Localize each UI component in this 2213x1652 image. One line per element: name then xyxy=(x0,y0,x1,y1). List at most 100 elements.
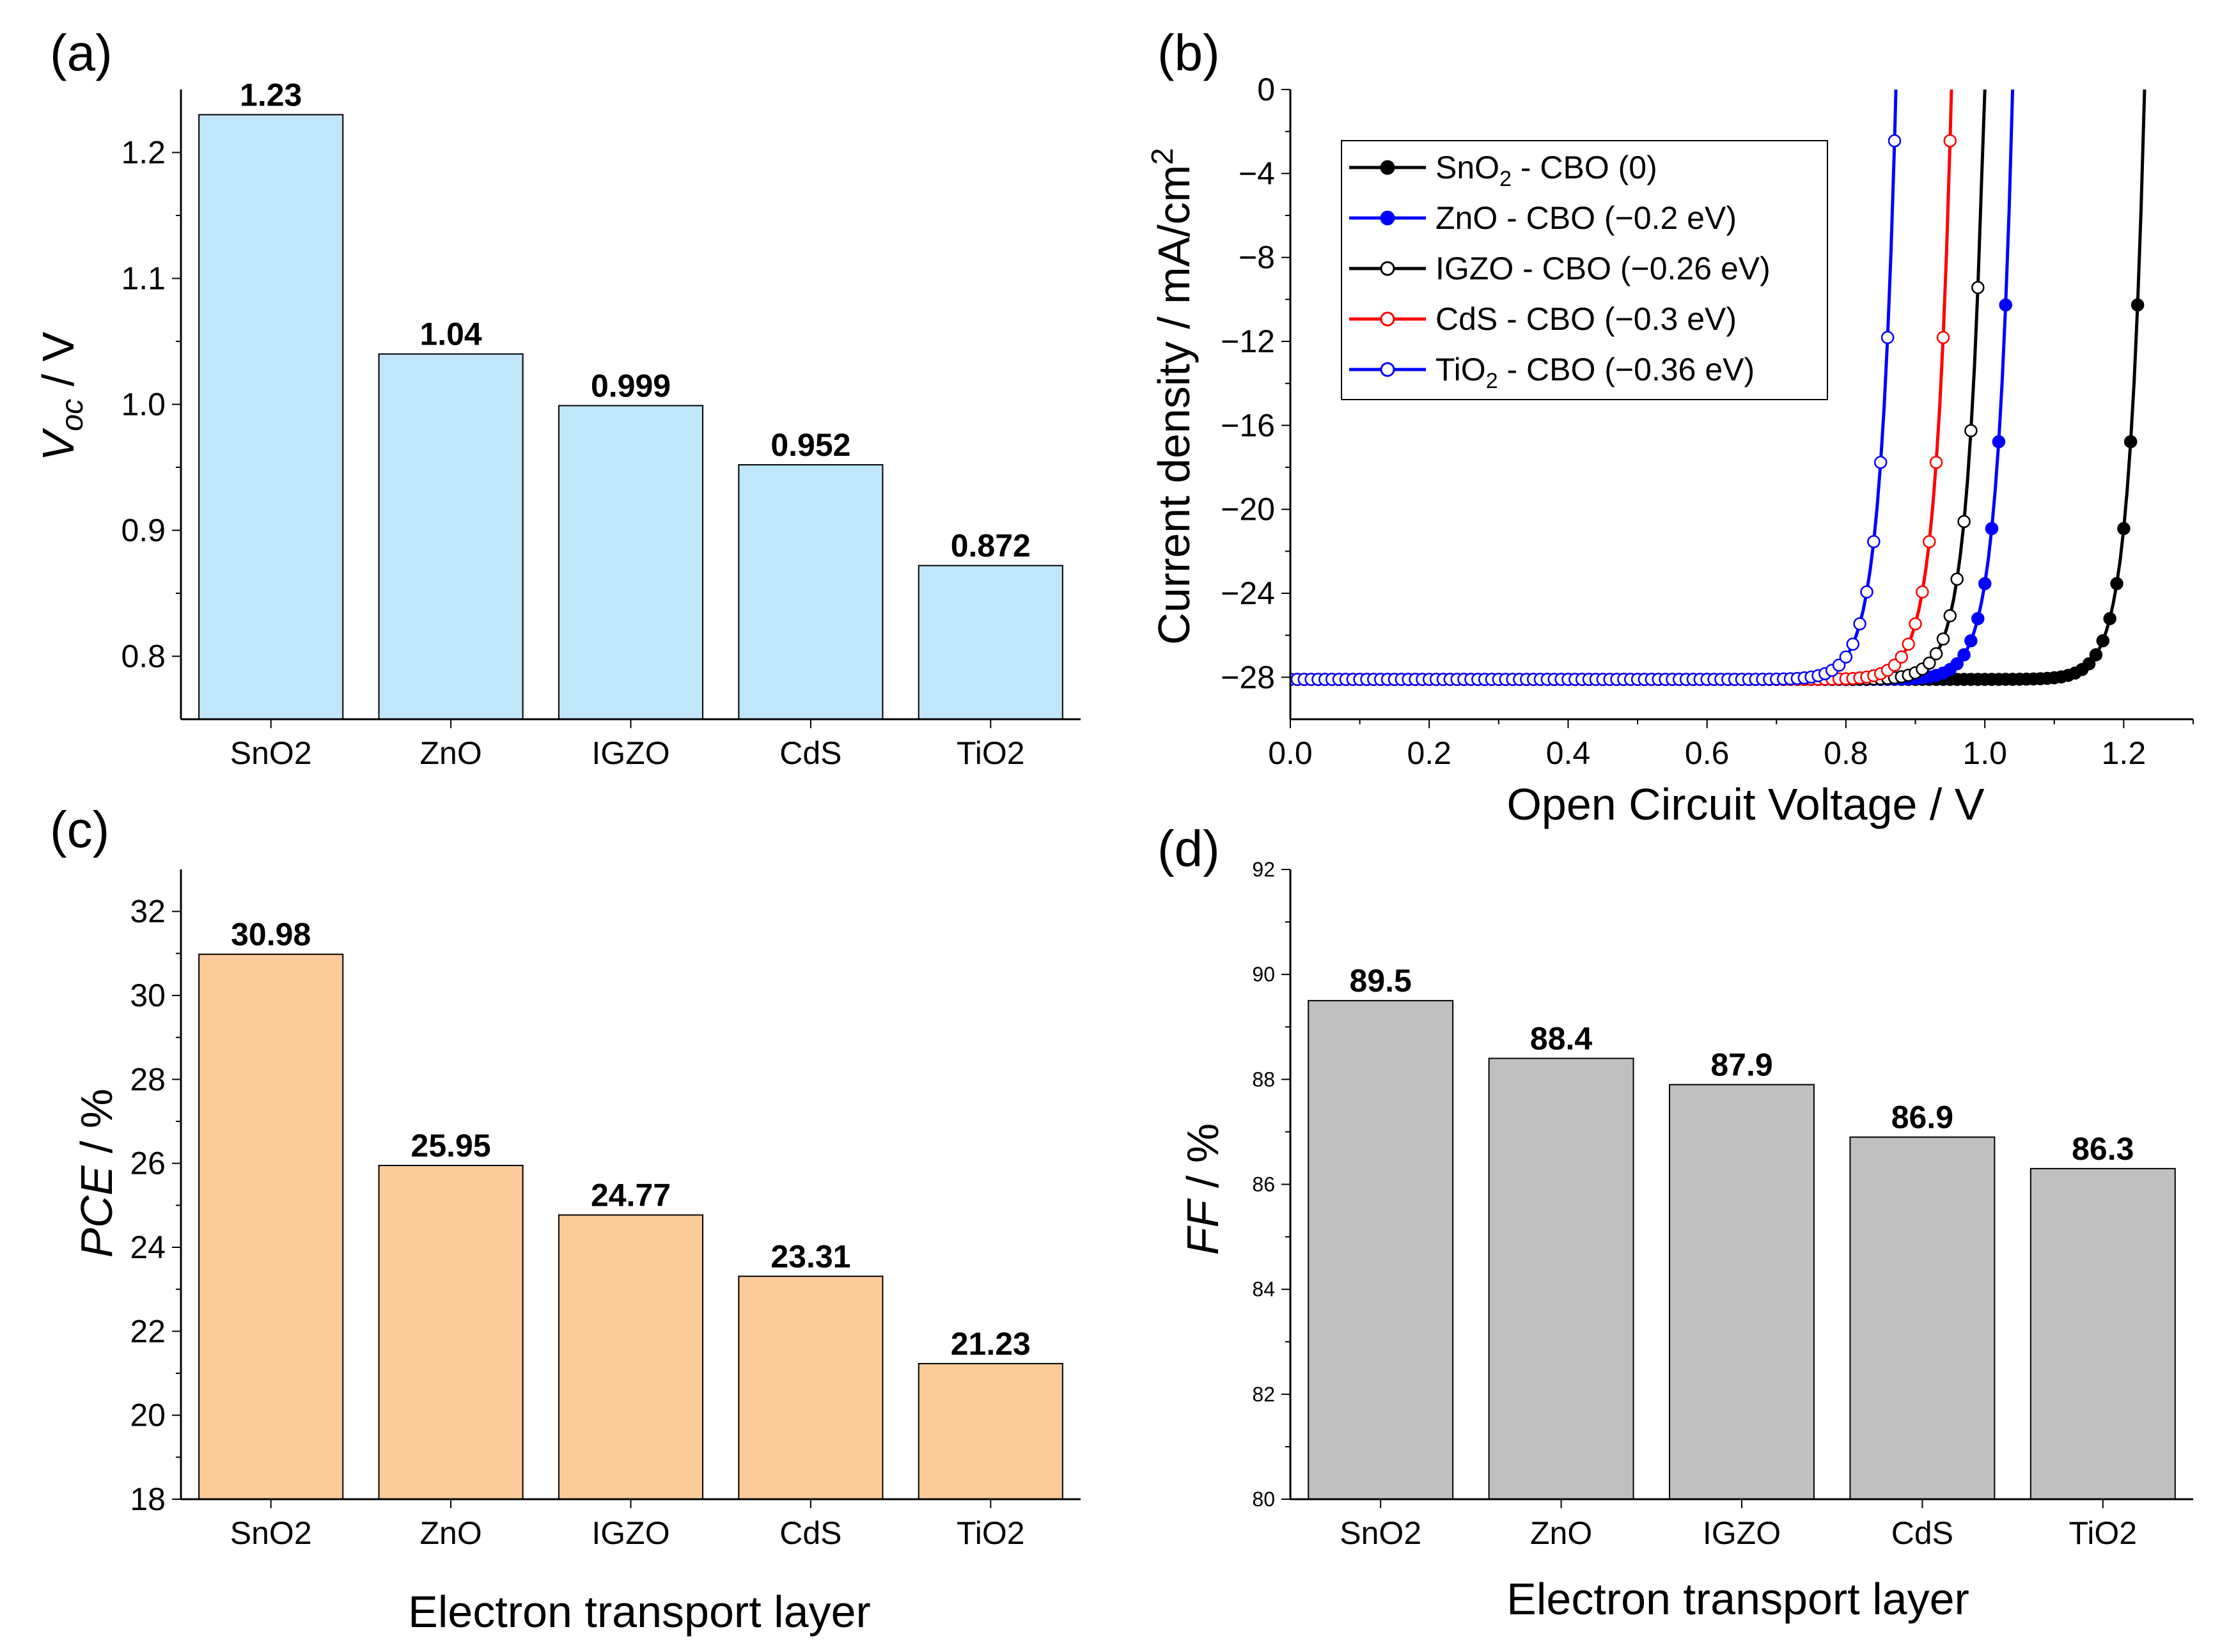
jv-marker xyxy=(1936,331,1950,345)
d-bar-sno2 xyxy=(1308,1000,1454,1500)
a-y-tick-label: 0.9 xyxy=(121,513,166,549)
a-y-tick-label: 1.1 xyxy=(121,261,166,297)
jv-marker xyxy=(1860,585,1873,599)
b-x-tick-label: 1.2 xyxy=(2102,735,2147,771)
jv-marker xyxy=(1971,612,1985,625)
legend-swatch-marker xyxy=(1380,261,1395,276)
b-y-tick-label: −24 xyxy=(1221,575,1275,611)
a-x-tick-label: TiO2 xyxy=(957,735,1025,771)
jv-marker xyxy=(1929,455,1943,469)
d-y-tick-label: 86 xyxy=(1252,1173,1275,1196)
jv-marker xyxy=(1999,298,2012,312)
c-bar-zno xyxy=(378,1164,524,1500)
jv-marker xyxy=(2082,657,2096,671)
jv-marker xyxy=(1957,515,1971,528)
b-y-tick-label: −12 xyxy=(1221,323,1275,359)
panel-a-ylabel: Voc / V xyxy=(33,331,90,461)
a-bar-zno xyxy=(378,353,524,720)
panel-b-ylabel: Current density / mA/cm2 xyxy=(1146,148,1199,644)
legend-swatch-marker xyxy=(1380,210,1395,226)
d-value-label: 89.5 xyxy=(1350,963,1412,999)
a-y-tick-label: 0.8 xyxy=(121,639,166,674)
d-y-tick-label: 92 xyxy=(1252,858,1275,881)
jv-marker xyxy=(1923,656,1936,670)
d-bar-tio2 xyxy=(2029,1167,2176,1500)
b-x-tick-label: 0.0 xyxy=(1268,735,1313,771)
jv-marker xyxy=(1964,424,1978,437)
b-x-tick-label: 0.2 xyxy=(1407,735,1451,771)
panel-a-voc-bar-chart: (a) Voc / V 1.23 1.04 0.999 0.952 0.872 SnO2… xyxy=(33,24,1081,771)
jv-marker xyxy=(1950,572,1964,586)
jv-marker xyxy=(2110,577,2123,591)
jv-marker xyxy=(1964,634,1978,648)
jv-marker xyxy=(1943,134,1957,148)
jv-marker xyxy=(1867,534,1881,549)
legend-label: TiO2 - CBO (−0.36 eV) xyxy=(1435,352,1755,393)
d-y-tick-label: 82 xyxy=(1252,1383,1275,1406)
a-bar-sno2 xyxy=(198,114,344,720)
a-value-label: 0.952 xyxy=(770,427,850,463)
c-y-tick-label: 28 xyxy=(130,1061,166,1097)
panel-d-ff-bar-chart: (d) FF / % Electron transport layer 89.5… xyxy=(1157,820,2193,1624)
jv-marker xyxy=(1971,281,1985,295)
legend-swatch-marker xyxy=(1380,160,1395,175)
c-y-tick-label: 20 xyxy=(130,1398,166,1433)
c-bar-sno2 xyxy=(198,953,344,1500)
d-value-label: 86.3 xyxy=(2072,1131,2134,1167)
a-bar-cds xyxy=(738,464,884,720)
d-x-tick-label: SnO2 xyxy=(1340,1515,1421,1551)
jv-marker xyxy=(1895,650,1909,664)
d-y-tick-label: 84 xyxy=(1252,1278,1275,1301)
d-value-label: 86.9 xyxy=(1891,1100,1953,1135)
panel-c-ylabel: PCE / % xyxy=(72,1089,121,1258)
b-x-tick-label: 0.8 xyxy=(1824,735,1868,771)
d-bar-cds xyxy=(1849,1136,1996,1500)
d-x-tick-label: ZnO xyxy=(1530,1515,1592,1551)
panel-b-label: (b) xyxy=(1157,24,1220,81)
c-x-tick-label: TiO2 xyxy=(957,1515,1025,1551)
c-value-label: 21.23 xyxy=(951,1326,1031,1362)
legend-label: IGZO - CBO (−0.26 eV) xyxy=(1435,251,1771,286)
a-value-label: 1.04 xyxy=(419,316,482,352)
a-bar-igzo xyxy=(558,405,704,720)
c-value-label: 23.31 xyxy=(770,1238,850,1274)
c-y-tick-label: 18 xyxy=(130,1481,166,1517)
a-x-tick-label: SnO2 xyxy=(230,735,312,771)
panel-d-xlabel: Electron transport layer xyxy=(1506,1574,1969,1624)
jv-marker xyxy=(1853,617,1866,631)
jv-marker xyxy=(1888,658,1902,672)
jv-marker xyxy=(1873,455,1888,469)
c-value-label: 30.98 xyxy=(231,917,311,953)
jv-series-4 xyxy=(1290,90,1902,686)
jv-marker xyxy=(1902,637,1915,651)
c-x-tick-label: SnO2 xyxy=(230,1515,312,1551)
jv-marker xyxy=(1916,585,1929,599)
jv-marker xyxy=(1881,331,1895,345)
c-value-label: 24.77 xyxy=(591,1177,671,1213)
d-x-tick-label: IGZO xyxy=(1703,1515,1781,1551)
b-y-tick-label: −8 xyxy=(1239,240,1275,276)
panel-b-legend: SnO2 - CBO (0) ZnO - CBO (−0.2 eV) IGZO - … xyxy=(1341,140,1828,400)
d-bar-igzo xyxy=(1669,1084,1815,1500)
jv-marker xyxy=(1985,522,1999,535)
panel-d-label: (d) xyxy=(1157,820,1220,877)
c-x-tick-label: IGZO xyxy=(591,1515,669,1551)
jv-marker xyxy=(2131,298,2145,312)
c-bar-igzo xyxy=(558,1214,704,1500)
a-value-label: 0.999 xyxy=(591,368,671,403)
c-value-label: 25.95 xyxy=(411,1128,491,1164)
c-x-tick-label: ZnO xyxy=(419,1515,481,1551)
panel-c-label: (c) xyxy=(50,801,109,858)
b-y-tick-label: −28 xyxy=(1221,659,1275,695)
panel-c-pce-bar-chart: (c) PCE / % Electron transport layer 30.… xyxy=(50,801,1081,1637)
c-bar-cds xyxy=(738,1275,884,1500)
jv-marker xyxy=(1943,609,1957,623)
jv-marker xyxy=(1936,632,1950,646)
b-y-tick-label: −16 xyxy=(1221,407,1275,443)
panel-d-ylabel: FF / % xyxy=(1178,1123,1228,1255)
b-x-tick-label: 1.0 xyxy=(1962,735,2007,771)
jv-marker xyxy=(1923,534,1936,549)
a-y-tick-label: 1.0 xyxy=(121,387,166,423)
d-y-tick-label: 90 xyxy=(1252,963,1275,986)
